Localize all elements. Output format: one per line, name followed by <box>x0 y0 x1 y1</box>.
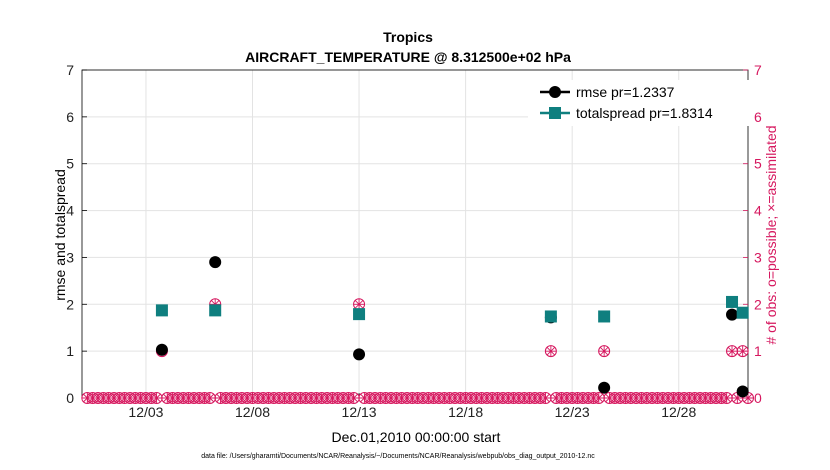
y-tick-label: 7 <box>66 62 74 78</box>
grid <box>82 69 748 399</box>
y-tick-label-right: 5 <box>754 156 762 172</box>
legend-spread-marker <box>549 107 561 119</box>
rmse-point <box>726 308 739 321</box>
y-tick-label: 5 <box>66 156 74 172</box>
obs-assimilated-marker <box>598 345 610 357</box>
y-tick-label-right: 3 <box>754 249 762 265</box>
x-tick-label: 12/23 <box>555 404 590 420</box>
obs-assimilated-marker <box>737 345 749 357</box>
legend-spread-label: totalspread pr=1.8314 <box>576 105 713 121</box>
y-tick-label: 3 <box>66 249 74 265</box>
totalspread-point <box>736 306 749 319</box>
rmse-point <box>209 256 222 269</box>
y-tick-label-right: 0 <box>754 390 762 406</box>
x-tick-label: 12/28 <box>661 404 696 420</box>
y-tick-label-right: 6 <box>754 109 762 125</box>
totalspread-point <box>598 310 611 323</box>
totalspread-point <box>544 310 557 323</box>
obs-assimilated-marker <box>353 298 365 310</box>
y-tick-label-right: 2 <box>754 296 762 312</box>
obs-assimilated-marker <box>721 392 733 404</box>
obs-assimilated-marker <box>593 392 605 404</box>
legend-rmse-label: rmse pr=1.2337 <box>576 84 675 100</box>
x-tick-label: 12/13 <box>342 404 377 420</box>
ticks: 0 1 2 3 4 5 6 7 0 1 2 3 4 5 6 7 12/03 12/08 12/13 12/18 12/2… <box>66 62 762 420</box>
legend: rmse pr=1.2337 totalspread pr=1.8314 <box>528 80 750 126</box>
y-axis-label: rmse and totalspread <box>52 169 68 301</box>
y-axis-label-right: # of obs: o=possible; ×=assimilated <box>763 125 779 344</box>
obs-markers <box>81 298 754 404</box>
y-tick-label: 1 <box>66 343 74 359</box>
x-tick-label: 12/18 <box>448 404 483 420</box>
rmse-point <box>736 385 749 398</box>
legend-box <box>528 80 750 126</box>
data-file-note: data file: /Users/gharamti/Documents/NCA… <box>201 453 595 460</box>
x-axis-label: Dec.01,2010 00:00:00 start <box>332 429 501 445</box>
x-tick-label: 12/08 <box>235 404 270 420</box>
obs-assimilated-marker <box>540 392 552 404</box>
obs-assimilated-marker <box>545 345 557 357</box>
y-tick-label-right: 4 <box>754 203 762 219</box>
rmse-point <box>353 348 366 361</box>
y-tick-label: 2 <box>66 296 74 312</box>
totalspread-point <box>353 308 366 321</box>
chart-title: Tropics <box>383 29 433 45</box>
obs-assimilated-marker <box>348 392 360 404</box>
obs-assimilated-marker <box>726 345 738 357</box>
obs-assimilated-marker <box>209 298 221 310</box>
totalspread-point <box>155 304 168 317</box>
series-markers <box>155 256 749 398</box>
obs-assimilated-marker <box>151 392 163 404</box>
y-tick-label: 0 <box>66 390 74 406</box>
obs-assimilated-marker <box>731 392 743 404</box>
legend-rmse-marker <box>549 86 561 98</box>
y-tick-label: 6 <box>66 109 74 125</box>
obs-assimilated-marker <box>204 392 216 404</box>
y-tick-label-right: 7 <box>754 62 762 78</box>
y-tick-label: 4 <box>66 203 74 219</box>
rmse-point <box>598 381 611 394</box>
obs-assimilated-marker <box>742 392 754 404</box>
totalspread-point <box>209 304 222 317</box>
chart-subtitle: AIRCRAFT_TEMPERATURE @ 8.312500e+02 hPa <box>245 49 571 65</box>
rmse-point <box>155 343 168 356</box>
totalspread-point <box>726 295 739 308</box>
y-tick-label-right: 1 <box>754 343 762 359</box>
x-tick-label: 12/03 <box>128 404 163 420</box>
